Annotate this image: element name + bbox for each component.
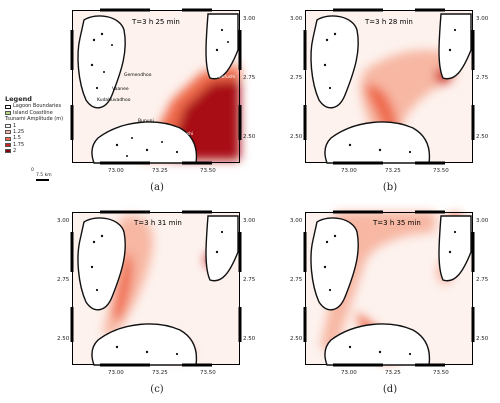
legend-title: Legend [5, 95, 32, 103]
y-tick-label: 2.75 [243, 75, 256, 81]
map-c-svg: T=3 h 31 min [70, 210, 242, 367]
map-a-svg: T=3 h 25 min Gemendhoo Vaanee Kudahuvadh… [70, 8, 242, 165]
map-legend: Legend Lagoon Boundaries Island Coastlin… [5, 96, 65, 155]
amplitude-swatch [5, 130, 11, 135]
amplitude-label: 1.25 [13, 129, 25, 136]
y-tick-label: 3.00 [476, 218, 489, 224]
y-tick-label: 2.50 [290, 336, 303, 342]
amplitude-label: 1.5 [13, 135, 21, 142]
amplitude-swatch [5, 143, 11, 148]
x-tick-label: 73.50 [200, 168, 216, 174]
y-tick-label: 2.50 [57, 336, 70, 342]
y-tick-label: 2.50 [243, 336, 256, 342]
y-tick-label: 2.75 [476, 277, 489, 283]
map-panel-b: T=3 h 28 min [303, 8, 475, 165]
place-label-kudahuvadhoo: Kudahuvadhoo [97, 97, 131, 103]
amplitude-swatch [5, 149, 11, 154]
amplitude-swatch [5, 136, 11, 141]
legend-row-lagoon: Lagoon Boundaries [5, 103, 65, 109]
y-tick-label: 3.00 [243, 16, 256, 22]
atoll-shapes [77, 13, 239, 164]
scale-bar: 7.5 km [36, 173, 52, 181]
y-tick-label: 2.75 [290, 75, 303, 81]
map-panel-c: T=3 h 31 min [70, 210, 242, 367]
place-label-vaanee: Vaanee [112, 86, 129, 92]
y-tick-label: 2.75 [476, 75, 489, 81]
x-tick-label: 73.50 [433, 168, 449, 174]
y-tick-label: 2.50 [243, 134, 256, 140]
caption-d: (d) [382, 384, 398, 395]
amplitude-label: 1 [13, 122, 17, 129]
y-tick-label: 3.00 [290, 16, 303, 22]
map-b-svg: T=3 h 28 min [303, 8, 475, 165]
legend-amplitude-row: 1 [5, 123, 65, 129]
map-panel-a: T=3 h 25 min Gemendhoo Vaanee Kudahuvadh… [70, 8, 242, 165]
y-tick-label: 2.75 [243, 277, 256, 283]
place-label-bununi: Bununi [138, 118, 154, 124]
y-tick-label: 2.50 [476, 134, 489, 140]
caption-c: (c) [150, 384, 164, 395]
legend-amplitude-row: 2 [5, 148, 65, 154]
time-label: T=3 h 31 min [133, 219, 182, 227]
x-tick-label: 73.00 [108, 168, 124, 174]
x-tick-label: 73.25 [385, 370, 401, 376]
y-tick-label: 2.75 [57, 277, 70, 283]
x-tick-label: 73.50 [200, 370, 216, 376]
x-tick-label: 73.25 [152, 168, 168, 174]
legend-label: Lagoon Boundaries [13, 103, 62, 110]
place-label-gemendhoo: Gemendhoo [124, 72, 152, 78]
x-tick-label: 73.00 [341, 370, 357, 376]
x-tick-label: 73.25 [152, 370, 168, 376]
scale-zero: 0 [31, 168, 34, 173]
axis-ticks [70, 8, 242, 165]
y-tick-label: 2.50 [476, 336, 489, 342]
place-label-vilufushi: Vilufushi [174, 131, 193, 137]
caption-b: (b) [382, 182, 398, 193]
x-tick-label: 73.00 [108, 370, 124, 376]
legend-label: Island Coastline [13, 109, 53, 116]
x-tick-label: 73.50 [433, 370, 449, 376]
x-tick-label: 73.25 [385, 168, 401, 174]
y-tick-label: 3.00 [57, 218, 70, 224]
y-tick-label: 2.75 [290, 277, 303, 283]
legend-amplitude-row: 1.75 [5, 142, 65, 148]
scale-label: 7.5 km [36, 173, 52, 178]
map-d-svg: T=3 h 35 min [303, 210, 475, 367]
map-panel-d: T=3 h 35 min [303, 210, 475, 367]
caption-a: (a) [150, 182, 164, 193]
amplitude-swatch [5, 123, 11, 128]
amplitude-title: Tsunami Amplitude (m) [5, 116, 64, 123]
time-label: T=3 h 35 min [372, 219, 421, 227]
legend-amplitude-row: 1.25 [5, 129, 65, 135]
legend-row-island: Island Coastline [5, 110, 65, 116]
legend-amplitude-row: 1.5 [5, 135, 65, 141]
lagoon-swatch [5, 104, 11, 109]
amplitude-label: 2 [13, 148, 17, 155]
time-label: T=3 h 28 min [364, 18, 413, 26]
y-tick-label: 3.00 [476, 16, 489, 22]
y-tick-label: 3.00 [290, 218, 303, 224]
scale-bar-line [36, 179, 49, 181]
y-tick-label: 3.00 [243, 218, 256, 224]
amplitude-label: 1.75 [13, 141, 25, 148]
x-tick-label: 73.00 [341, 168, 357, 174]
amplitude-rows: 1 1.25 1.5 1.75 2 [5, 123, 65, 155]
y-tick-label: 2.50 [290, 134, 303, 140]
time-label: T=3 h 25 min [131, 18, 180, 26]
island-swatch [5, 111, 11, 116]
place-label-kolhufushi: Kolhufushi [212, 74, 235, 80]
